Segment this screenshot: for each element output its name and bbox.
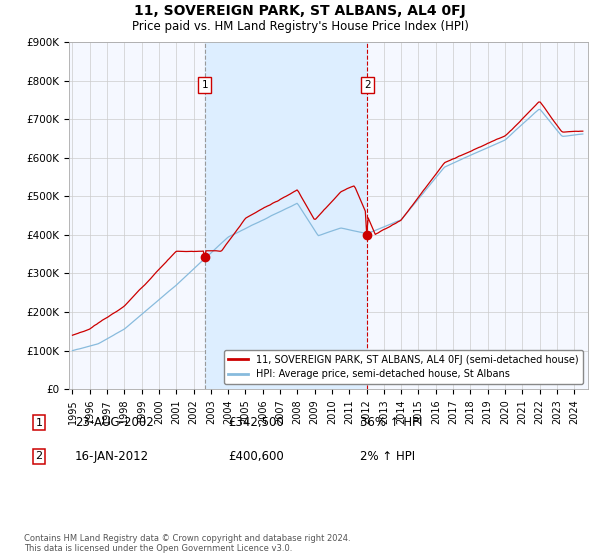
Text: Contains HM Land Registry data © Crown copyright and database right 2024.
This d: Contains HM Land Registry data © Crown c…: [24, 534, 350, 553]
Text: 11, SOVEREIGN PARK, ST ALBANS, AL4 0FJ: 11, SOVEREIGN PARK, ST ALBANS, AL4 0FJ: [134, 4, 466, 18]
Text: 23-AUG-2002: 23-AUG-2002: [75, 416, 154, 430]
Text: £400,600: £400,600: [228, 450, 284, 463]
Text: 2: 2: [364, 81, 371, 90]
Text: 16-JAN-2012: 16-JAN-2012: [75, 450, 149, 463]
Text: 36% ↑ HPI: 36% ↑ HPI: [360, 416, 422, 430]
Text: 1: 1: [202, 81, 208, 90]
Legend: 11, SOVEREIGN PARK, ST ALBANS, AL4 0FJ (semi-detached house), HPI: Average price: 11, SOVEREIGN PARK, ST ALBANS, AL4 0FJ (…: [224, 350, 583, 384]
Bar: [205, 42, 367, 389]
Text: 2% ↑ HPI: 2% ↑ HPI: [360, 450, 415, 463]
Text: Price paid vs. HM Land Registry's House Price Index (HPI): Price paid vs. HM Land Registry's House …: [131, 20, 469, 32]
Text: £342,500: £342,500: [228, 416, 284, 430]
Text: 1: 1: [35, 418, 43, 428]
Text: 2: 2: [35, 451, 43, 461]
